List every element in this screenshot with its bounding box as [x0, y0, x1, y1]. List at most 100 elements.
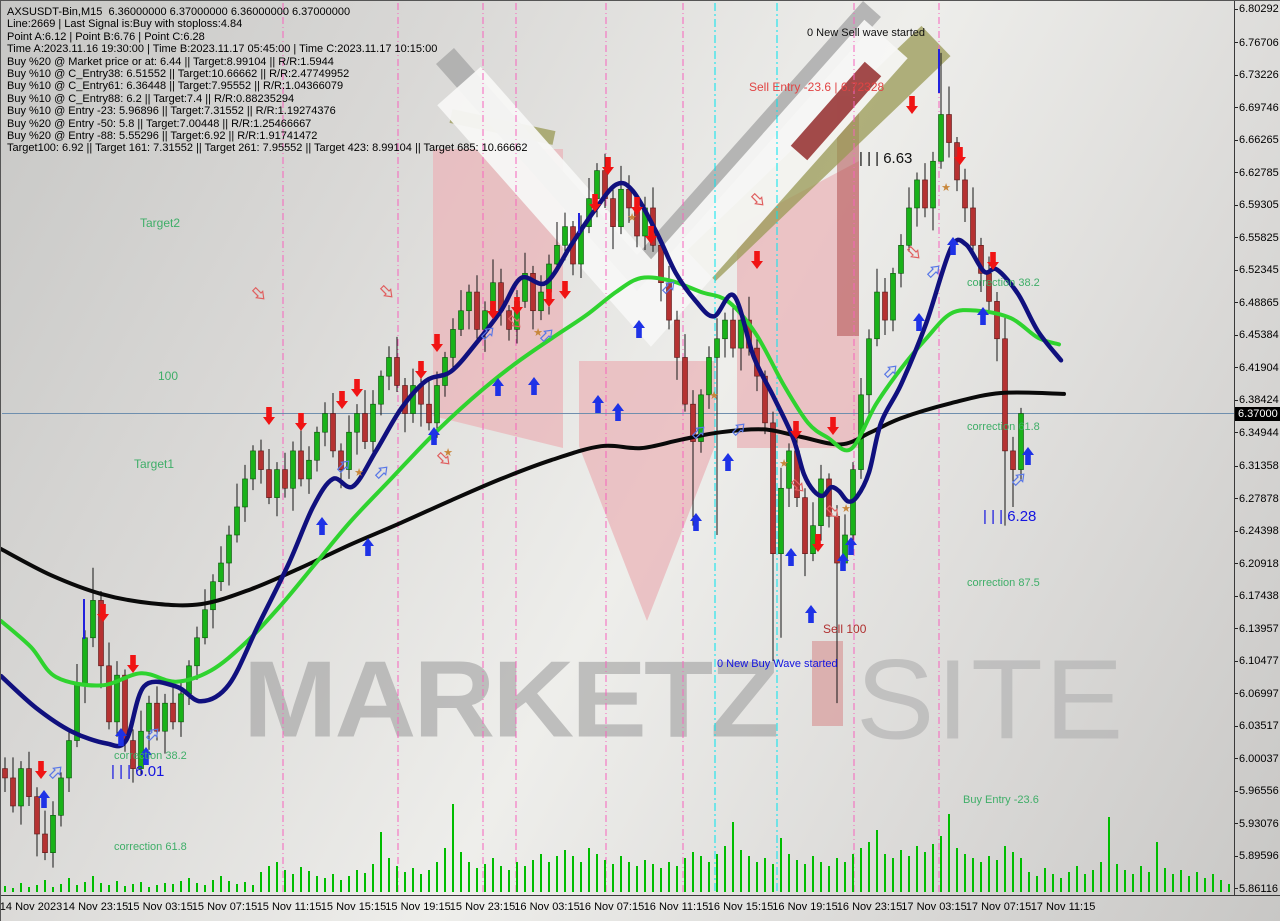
volume-bar — [36, 885, 38, 892]
volume-bar — [1084, 874, 1086, 892]
buy-arrow-icon — [38, 790, 50, 808]
price-tick-label: 6.48865 — [1239, 296, 1279, 309]
star-icon: ★ — [941, 182, 951, 194]
price-tick-mark — [1235, 498, 1238, 500]
candle — [26, 768, 32, 797]
volume-bar — [460, 852, 462, 892]
candle — [378, 375, 384, 405]
volume-bar — [940, 836, 942, 892]
volume-bar — [1076, 866, 1078, 892]
candle — [522, 273, 528, 302]
volume-bar — [748, 856, 750, 892]
open-up-arrow-icon — [336, 460, 350, 474]
volume-bar — [316, 876, 318, 892]
candle — [922, 179, 928, 209]
sell-arrow-icon — [602, 157, 614, 175]
volume-bar — [300, 867, 302, 892]
volume-bar — [1036, 876, 1038, 892]
price-tick-mark — [1235, 204, 1238, 206]
candle — [610, 198, 616, 227]
chart-annotation: Sell 100 — [823, 622, 867, 636]
candle — [730, 319, 736, 349]
candle — [882, 291, 888, 321]
volume-bar — [636, 866, 638, 892]
time-tick-label: 16 Nov 07:15 — [578, 901, 645, 913]
star-icon: ★ — [709, 390, 719, 402]
volume-bar — [844, 862, 846, 892]
candle — [506, 310, 512, 330]
candle — [266, 469, 272, 498]
volume-bar — [452, 804, 454, 892]
volume-bar — [332, 874, 334, 892]
candle — [162, 702, 168, 732]
buy-arrow-icon — [428, 427, 440, 445]
price-tick-mark — [1235, 660, 1238, 662]
volume-bar — [1180, 870, 1182, 892]
open-down-arrow-icon — [906, 245, 920, 259]
volume-bar — [1116, 864, 1118, 892]
sell-arrow-icon — [336, 391, 348, 409]
volume-bar — [76, 885, 78, 892]
volume-bar — [516, 862, 518, 892]
volume-bar — [188, 878, 190, 892]
price-tick-mark — [1235, 888, 1238, 890]
chart-annotation: | | | 6.01 — [111, 763, 165, 780]
time-tick-label: 15 Nov 11:15 — [256, 901, 322, 913]
volume-bar — [340, 880, 342, 892]
price-tick-label: 6.27878 — [1239, 492, 1279, 505]
sell-arrow-icon — [631, 197, 643, 215]
volume-bar — [148, 887, 150, 892]
volume-bar — [412, 868, 414, 892]
info-line: Buy %10 @ Entry -23: 5.96896 || Target:7… — [7, 105, 336, 118]
volume-bar — [380, 832, 382, 892]
volume-bar — [164, 883, 166, 892]
volume-bar — [212, 880, 214, 892]
sell-arrow-icon — [790, 421, 802, 439]
price-tick-label: 6.45384 — [1239, 329, 1279, 342]
candle — [298, 450, 304, 480]
candle — [898, 245, 904, 274]
candle — [274, 469, 280, 498]
info-line: Buy %10 @ C_Entry38: 6.51552 || Target:1… — [7, 68, 350, 81]
price-tick-label: 6.69746 — [1239, 101, 1279, 114]
sell-arrow-icon — [295, 413, 307, 431]
candle — [354, 413, 360, 433]
open-up-arrow-icon — [731, 423, 745, 437]
buy-arrow-icon — [592, 395, 604, 413]
volume-bar — [740, 850, 742, 892]
volume-bar — [932, 844, 934, 892]
price-tick-mark — [1235, 855, 1238, 857]
volume-bar — [236, 884, 238, 892]
price-tick-label: 6.55825 — [1239, 231, 1279, 244]
time-axis[interactable]: 14 Nov 2023 14 Nov 23:15 15 Nov 03:15 15 No… — [1, 895, 1280, 921]
candle — [466, 291, 472, 312]
volume-bar — [764, 858, 766, 892]
sell-arrow-icon — [127, 655, 139, 673]
volume-bar — [900, 850, 902, 892]
price-tick-mark — [1235, 693, 1238, 695]
volume-bar — [1188, 876, 1190, 892]
candle — [138, 730, 144, 769]
candle — [866, 338, 872, 396]
price-axis[interactable]: 6.80292 6.76706 6.73226 6.69746 6.66265 6.627… — [1234, 1, 1280, 895]
time-tick-label: 17 Nov 07:15 — [965, 901, 1032, 913]
candle — [538, 291, 544, 312]
info-line: Target100: 6.92 || Target 161: 7.31552 |… — [7, 142, 528, 155]
volume-bar — [20, 883, 22, 892]
time-tick-label: 15 Nov 19:15 — [385, 901, 451, 913]
volume-bar — [364, 873, 366, 892]
open-down-arrow-icon — [507, 314, 521, 328]
volume-bar — [196, 883, 198, 892]
volume-bar — [988, 856, 990, 892]
price-tick-mark — [1235, 367, 1238, 369]
chart-annotation: 0 New Buy Wave started — [717, 658, 838, 670]
volume-bar — [108, 885, 110, 892]
volume-bar — [1028, 872, 1030, 892]
time-tick-label: 16 Nov 15:15 — [707, 901, 774, 913]
volume-bar — [548, 862, 550, 892]
candle — [106, 665, 112, 723]
candle — [682, 357, 688, 405]
price-tick-label: 6.38424 — [1239, 394, 1279, 407]
